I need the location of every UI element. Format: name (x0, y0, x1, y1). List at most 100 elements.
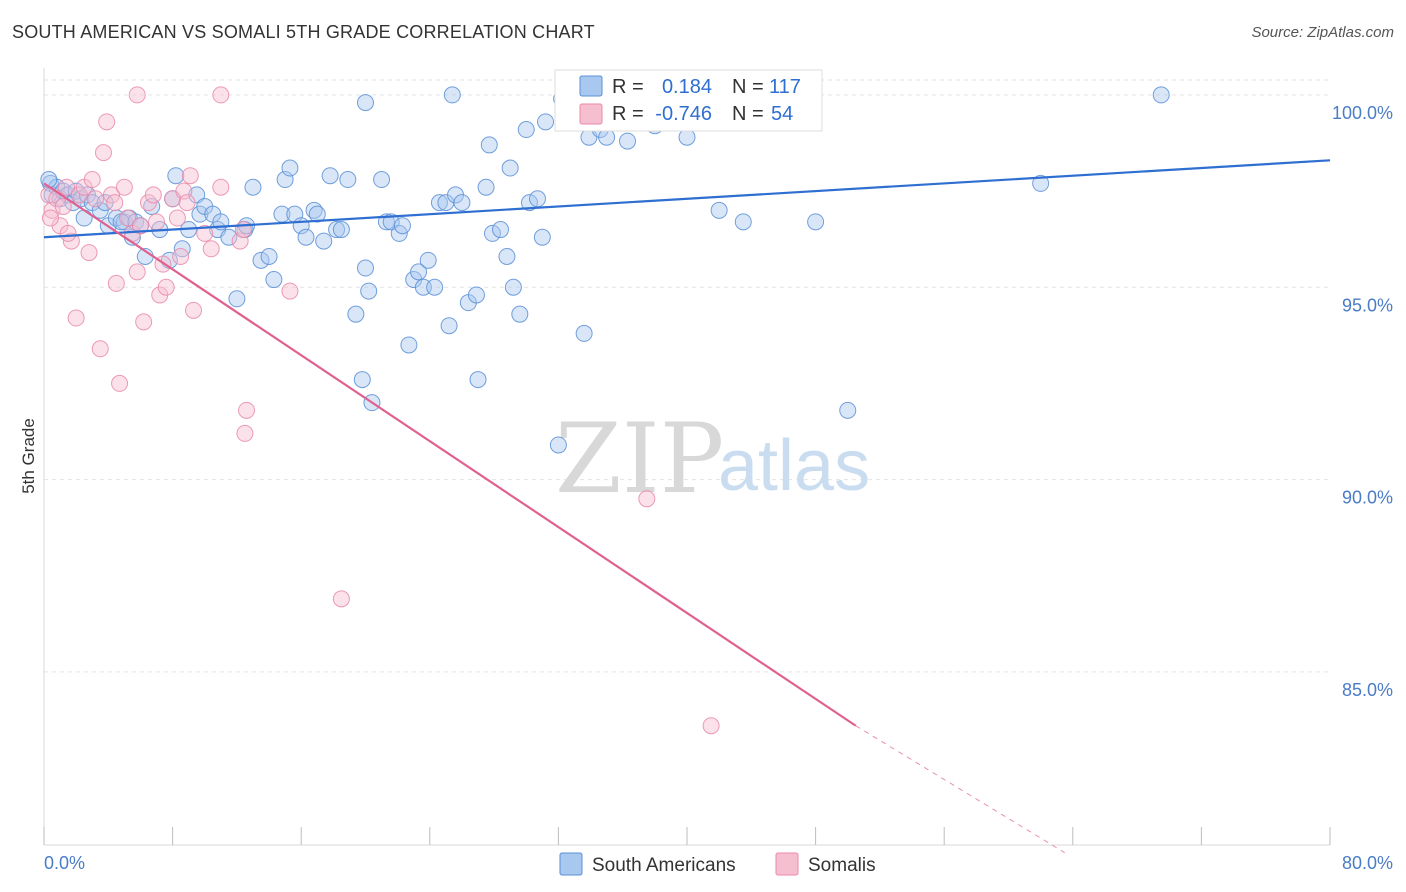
data-point-south-american (467, 286, 485, 304)
data-point-south-american (353, 371, 371, 389)
data-point-south-american (710, 201, 728, 219)
data-point-south-american (619, 132, 637, 150)
legend-r-value-1: 0.184 (662, 76, 712, 98)
data-point-somali (128, 86, 146, 104)
data-point-south-american (339, 171, 357, 189)
x-tick-label-min: 0.0% (44, 853, 85, 873)
x-axis-ticks (43, 827, 1331, 845)
data-point-somali (135, 313, 153, 331)
trend-line-somalis (43, 182, 857, 727)
data-point-south-american (430, 194, 448, 212)
data-point-south-american (75, 209, 93, 227)
data-point-somali (168, 209, 186, 227)
data-point-somali (148, 213, 166, 231)
data-point-south-american (400, 336, 418, 354)
x-tick-label-max: 80.0% (1342, 853, 1393, 873)
data-point-south-american (373, 171, 391, 189)
data-point-somali (111, 374, 129, 392)
data-point-south-american (678, 128, 696, 146)
y-tick-label: 100.0% (1332, 103, 1393, 123)
data-point-south-american (244, 178, 262, 196)
data-point-south-american (501, 159, 519, 177)
legend-r-label-1: R = (612, 76, 644, 98)
data-point-south-american (480, 136, 498, 154)
data-point-somali (80, 244, 98, 262)
data-point-south-american (469, 371, 487, 389)
data-point-south-american (228, 290, 246, 308)
data-point-south-american (220, 228, 238, 246)
data-point-south-american (483, 224, 501, 242)
data-point-south-american (426, 278, 444, 296)
data-point-somali (119, 209, 137, 227)
data-point-somali (115, 178, 133, 196)
data-point-south-american (393, 217, 411, 235)
y-tick-label: 85.0% (1342, 680, 1393, 700)
data-point-somali (181, 167, 199, 185)
y-tick-label: 90.0% (1342, 488, 1393, 508)
data-point-somali (236, 424, 254, 442)
data-point-south-american (453, 194, 471, 212)
data-point-somali (86, 190, 104, 208)
data-point-south-american (360, 282, 378, 300)
legend-r-value-2: -0.746 (655, 103, 712, 125)
data-point-somali (638, 490, 656, 508)
legend-item-south-americans-swatch (559, 852, 583, 876)
data-point-south-american (332, 221, 350, 239)
data-point-south-american (265, 271, 283, 289)
data-point-south-american (734, 213, 752, 231)
stats-legend: R = 0.184 N = 117 R = -0.746 N = 54 (554, 69, 823, 132)
y-tick-labels: 100.0% 95.0% 90.0% 85.0% (1332, 103, 1393, 700)
legend-n-value-2: 54 (771, 103, 793, 125)
data-point-south-american (575, 324, 593, 342)
watermark-atlas: atlas (718, 426, 870, 506)
data-point-somali (332, 590, 350, 608)
data-point-south-american (477, 178, 495, 196)
data-point-south-american (297, 228, 315, 246)
trend-lines (43, 159, 1331, 854)
data-point-south-american (533, 228, 551, 246)
data-point-somali (212, 86, 230, 104)
data-point-somali (94, 144, 112, 162)
series-south-americans (40, 86, 1170, 454)
data-point-somali (238, 401, 256, 419)
data-point-somali (58, 178, 76, 196)
data-point-south-american (443, 86, 461, 104)
y-axis-label: 5th Grade (19, 418, 38, 494)
data-point-somali (59, 224, 77, 242)
data-point-south-american (440, 317, 458, 335)
legend-r-label-2: R = (612, 103, 644, 125)
data-point-somali (41, 209, 59, 227)
data-point-south-american (357, 259, 374, 277)
data-point-south-american (382, 213, 400, 231)
data-point-south-american (537, 113, 555, 131)
data-point-south-american (1152, 86, 1170, 104)
data-point-south-american (498, 247, 516, 265)
data-point-somali (107, 274, 125, 292)
data-point-south-american (1032, 174, 1050, 192)
data-point-south-american (308, 205, 326, 223)
data-point-south-american (520, 194, 538, 212)
data-point-south-american (549, 436, 567, 454)
trend-line-somalis-extension (855, 725, 1066, 854)
data-point-somali (131, 217, 149, 235)
data-point-somali (212, 178, 230, 196)
data-point-somali (702, 717, 720, 735)
legend-swatch-blue (579, 75, 603, 97)
data-point-somali (144, 186, 162, 204)
data-point-south-american (807, 213, 825, 231)
data-point-somali (98, 113, 116, 131)
data-point-somali (196, 224, 214, 242)
data-point-somali (184, 301, 202, 319)
data-point-somali (91, 340, 109, 358)
data-point-somali (281, 282, 299, 300)
legend-item-somalis-swatch (775, 852, 799, 876)
data-point-south-american (281, 159, 299, 177)
data-point-south-american (167, 167, 185, 185)
data-point-south-american (529, 190, 547, 208)
data-point-somali (178, 194, 196, 212)
trend-line-south-americans (43, 159, 1331, 239)
legend-n-label-2: N = (732, 103, 764, 125)
grid-lines (44, 79, 1330, 673)
legend-item-somalis: Somalis (808, 855, 876, 876)
